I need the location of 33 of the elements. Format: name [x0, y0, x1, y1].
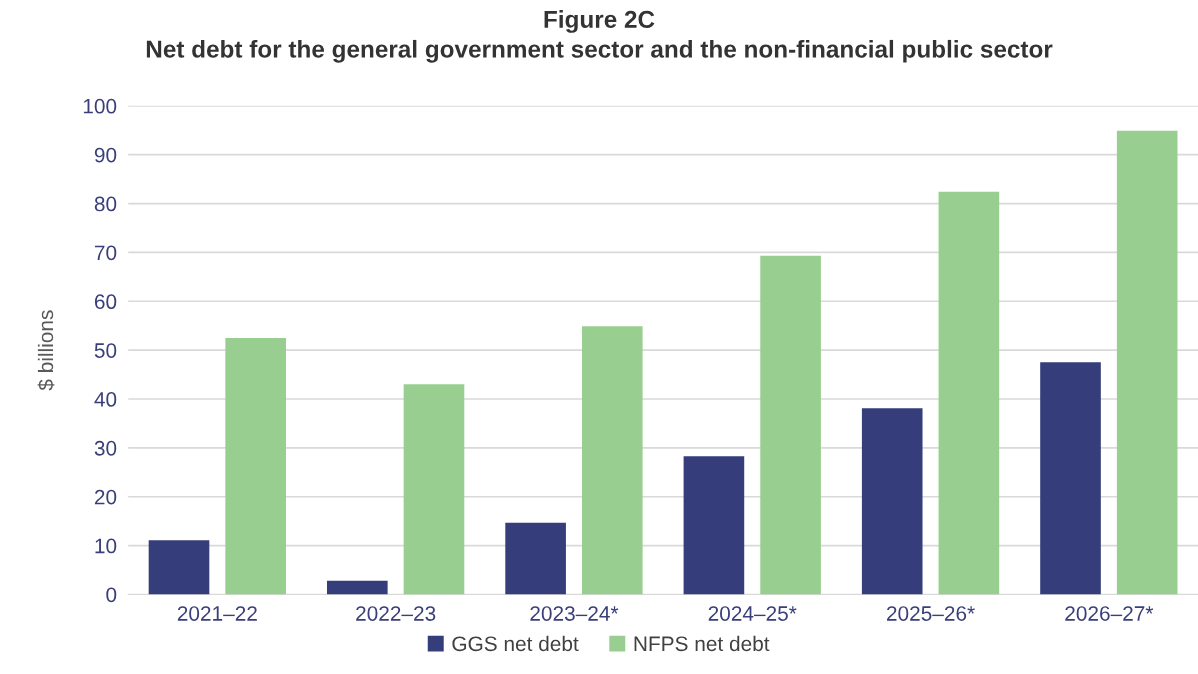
y-tick-label: 50	[94, 343, 117, 358]
x-tick-label: 2025–26*	[886, 606, 975, 621]
y-tick-label: 80	[94, 196, 117, 212]
y-tick-label: 10	[95, 538, 117, 554]
x-tick-label: 2022–23	[356, 606, 436, 621]
y-axis-title: $ billions	[37, 310, 55, 391]
x-tick-label: 2023–24*	[530, 606, 619, 621]
bar	[1040, 362, 1101, 595]
legend-label: GGS net debt	[452, 635, 579, 652]
y-tick-label: 20	[94, 489, 117, 505]
y-tick-label: 40	[94, 392, 117, 407]
bar	[683, 456, 745, 595]
x-tick-label: 2021–22	[177, 606, 257, 621]
y-tick-label: 60	[94, 294, 117, 310]
y-tick-label: 100	[83, 98, 117, 114]
bar	[861, 408, 923, 595]
bar	[1116, 130, 1178, 595]
y-tick-label: 30	[94, 440, 117, 456]
bar	[403, 384, 465, 595]
bar	[225, 337, 286, 595]
bar	[326, 580, 388, 595]
y-tick-label: 90	[94, 147, 117, 163]
bar	[148, 540, 210, 595]
x-tick-label: 2026–27*	[1065, 606, 1154, 621]
bar	[505, 522, 566, 595]
bar	[581, 326, 643, 595]
y-tick-label: 0	[106, 587, 117, 603]
bar	[938, 191, 1000, 595]
legend-label: NFPS net debt	[634, 635, 770, 652]
y-tick-label: 70	[94, 245, 117, 261]
bar	[760, 255, 821, 595]
x-tick-label: 2024–25*	[708, 606, 797, 621]
chart-title: Figure 2C Net debt for the general government sector and the non-financial public sector	[146, 10, 1053, 63]
